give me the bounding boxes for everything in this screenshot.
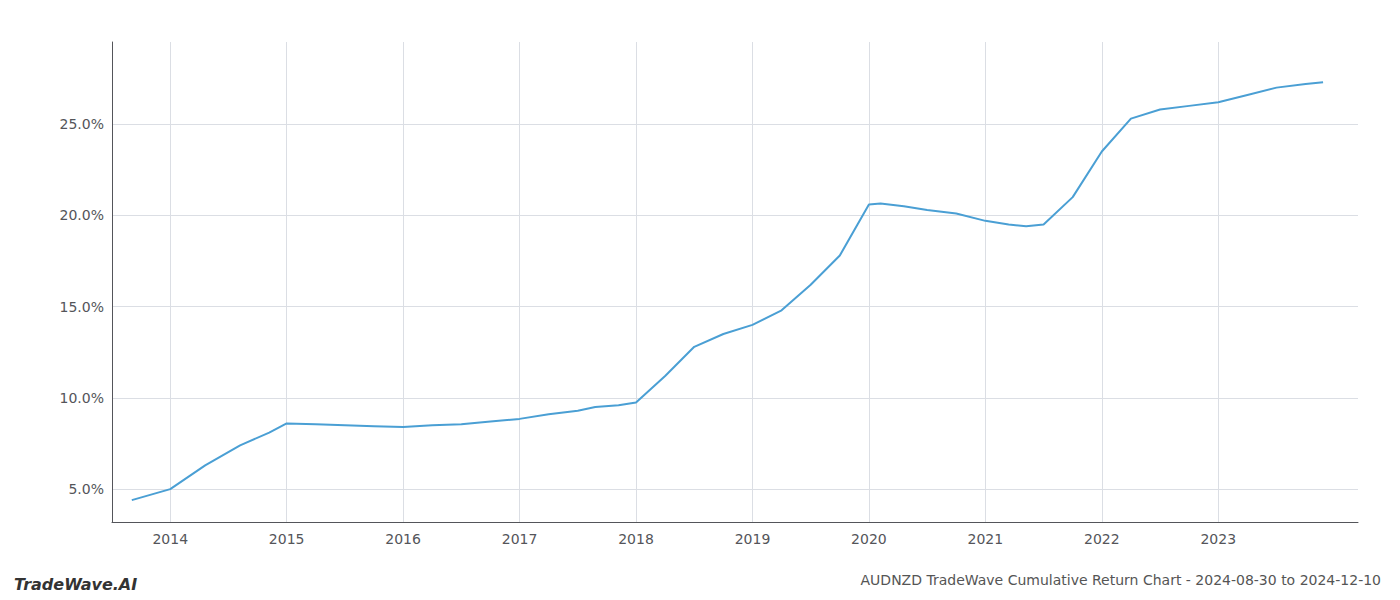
svg-text:TradeWave.AI: TradeWave.AI <box>14 575 137 594</box>
svg-text:AUDNZD TradeWave Cumulative Re: AUDNZD TradeWave Cumulative Return Chart… <box>861 572 1381 588</box>
svg-text:2019: 2019 <box>735 531 771 547</box>
svg-text:5.0%: 5.0% <box>68 481 104 497</box>
svg-text:2020: 2020 <box>851 531 887 547</box>
svg-text:2017: 2017 <box>502 531 538 547</box>
svg-text:25.0%: 25.0% <box>60 116 104 132</box>
svg-text:2016: 2016 <box>385 531 421 547</box>
svg-text:2022: 2022 <box>1084 531 1120 547</box>
svg-text:2015: 2015 <box>269 531 305 547</box>
svg-text:2018: 2018 <box>618 531 654 547</box>
svg-text:2014: 2014 <box>152 531 188 547</box>
svg-text:15.0%: 15.0% <box>60 299 104 315</box>
svg-text:10.0%: 10.0% <box>60 390 104 406</box>
svg-text:20.0%: 20.0% <box>60 207 104 223</box>
svg-text:2021: 2021 <box>968 531 1004 547</box>
svg-text:2023: 2023 <box>1200 531 1236 547</box>
